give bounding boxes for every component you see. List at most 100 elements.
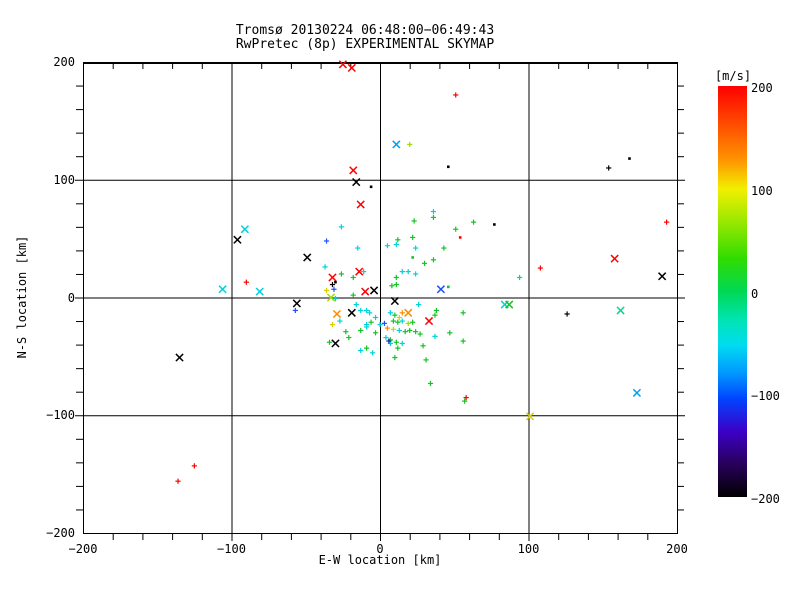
x-tick-label: 200 xyxy=(666,542,688,556)
marker-dot xyxy=(447,165,450,169)
data-point xyxy=(292,307,298,314)
data-point xyxy=(463,394,469,401)
data-point xyxy=(493,223,496,226)
data-point xyxy=(616,306,625,315)
data-point xyxy=(338,224,344,230)
marker-x xyxy=(525,412,535,421)
marker-x xyxy=(355,267,364,276)
data-point xyxy=(470,219,477,225)
data-point xyxy=(372,314,379,321)
data-point xyxy=(358,347,364,354)
data-point xyxy=(387,310,393,316)
data-point xyxy=(372,330,379,336)
data-point xyxy=(458,236,462,239)
marker-x xyxy=(347,63,356,73)
data-point xyxy=(537,265,543,271)
data-point xyxy=(402,329,408,335)
data-point xyxy=(292,299,301,308)
data-point xyxy=(337,318,343,324)
marker-x xyxy=(361,287,370,296)
data-point xyxy=(364,307,370,314)
data-point xyxy=(393,339,399,345)
data-point xyxy=(329,281,336,288)
data-point xyxy=(218,285,227,294)
data-point xyxy=(430,214,437,221)
data-point xyxy=(331,339,340,348)
y-tick-label: −100 xyxy=(46,408,75,423)
marker-dot xyxy=(369,185,373,189)
marker-x xyxy=(331,339,340,348)
marker-x xyxy=(255,287,264,296)
marker-x xyxy=(175,353,184,362)
data-point xyxy=(433,307,440,314)
data-point xyxy=(399,310,405,316)
data-point xyxy=(175,478,181,484)
marker-dot xyxy=(447,285,450,289)
data-point xyxy=(404,308,413,317)
marker-x xyxy=(292,299,301,308)
data-point xyxy=(416,301,422,308)
marker-x xyxy=(658,272,667,281)
y-tick-label: 0 xyxy=(67,290,75,305)
data-point xyxy=(393,281,399,288)
data-point xyxy=(191,463,197,469)
data-point xyxy=(460,310,466,316)
data-point xyxy=(240,225,249,234)
x-axis-label: E-W location [km] xyxy=(318,553,442,567)
data-point xyxy=(413,271,419,277)
data-point xyxy=(395,319,401,325)
data-point xyxy=(384,325,391,331)
plot-subtitle: RwPretec (8p) EXPERIMENTAL SKYMAP xyxy=(235,37,495,52)
colorbar-tick-label: 100 xyxy=(751,183,773,198)
data-point xyxy=(396,327,402,334)
data-point xyxy=(323,287,330,294)
data-point xyxy=(658,272,667,281)
data-point xyxy=(322,264,328,270)
marker-x xyxy=(347,308,356,317)
data-point xyxy=(361,268,367,275)
x-tick-label: 0 xyxy=(376,542,384,556)
data-point xyxy=(386,338,392,344)
data-point xyxy=(447,285,450,289)
marker-dot xyxy=(458,236,462,239)
data-point xyxy=(392,140,401,149)
marker-x xyxy=(218,285,227,294)
marker-x xyxy=(392,140,401,149)
data-point xyxy=(390,326,396,332)
marker-x xyxy=(240,225,249,234)
data-point xyxy=(364,324,370,330)
marker-x xyxy=(338,60,348,69)
data-point xyxy=(417,331,423,337)
x-tick-label: −200 xyxy=(68,542,98,556)
x-tick-label: −100 xyxy=(217,542,246,556)
data-point xyxy=(405,268,411,275)
data-point xyxy=(352,177,361,187)
data-point xyxy=(399,340,405,347)
data-point xyxy=(399,268,405,275)
marker-x xyxy=(632,388,642,398)
data-point xyxy=(384,243,391,249)
data-point xyxy=(610,254,619,263)
x-tick-label: 100 xyxy=(517,542,540,556)
marker-x xyxy=(356,200,365,209)
data-point xyxy=(516,274,523,281)
marker-x xyxy=(328,273,337,282)
data-point xyxy=(381,320,388,327)
data-point xyxy=(358,307,364,314)
data-point xyxy=(243,279,249,285)
data-point xyxy=(411,256,414,259)
data-point xyxy=(564,311,570,317)
data-point xyxy=(329,321,336,328)
data-point xyxy=(395,345,401,351)
data-point xyxy=(350,292,356,298)
marker-x xyxy=(352,177,361,187)
data-point xyxy=(632,388,642,398)
data-point xyxy=(420,343,426,349)
data-point xyxy=(410,319,416,325)
data-point xyxy=(369,185,373,189)
data-point xyxy=(407,141,413,148)
data-point xyxy=(424,316,434,326)
marker-dot xyxy=(493,223,496,226)
marker-dot xyxy=(628,157,631,160)
